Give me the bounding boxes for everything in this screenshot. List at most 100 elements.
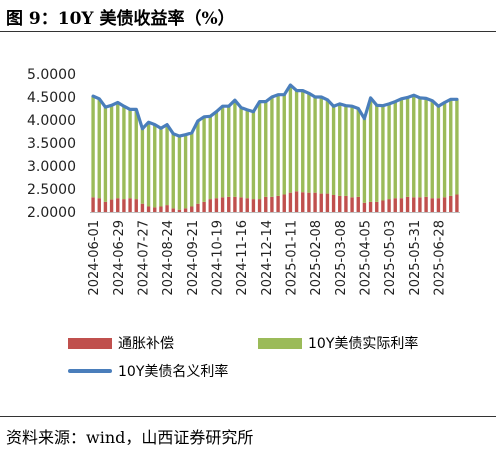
bar-real-rate	[183, 134, 188, 209]
bar-breakeven	[134, 199, 138, 212]
bar-real-rate	[282, 94, 286, 195]
bar-real-rate	[233, 100, 237, 197]
bar-breakeven	[202, 201, 206, 212]
bar-real-rate	[153, 124, 157, 208]
bar-real-rate	[412, 95, 416, 198]
bar-real-rate	[177, 136, 182, 210]
bar-breakeven	[227, 196, 231, 212]
bar-breakeven	[177, 209, 182, 212]
bar-breakeven	[97, 198, 101, 212]
x-tick-label: 2025-03-08	[334, 220, 349, 296]
bar-real-rate	[116, 102, 120, 199]
bar-breakeven	[214, 198, 219, 212]
bar-breakeven	[282, 194, 286, 212]
y-tick-label: 5.0000	[27, 67, 76, 83]
bar-real-rate	[442, 102, 447, 198]
bar-real-rate	[276, 94, 280, 196]
bar-breakeven	[356, 196, 360, 212]
y-tick-label: 3.5000	[27, 136, 76, 152]
bar-real-rate	[387, 103, 391, 200]
source-divider	[0, 416, 496, 417]
bar-real-rate	[356, 108, 360, 197]
bar-breakeven	[418, 197, 422, 212]
bar-real-rate	[202, 116, 206, 202]
bar-real-rate	[362, 118, 367, 203]
y-tick-label: 2.0000	[27, 205, 76, 221]
bar-real-rate	[294, 90, 299, 192]
bar-breakeven	[239, 197, 243, 212]
bar-real-rate	[190, 132, 194, 207]
bar-real-rate	[455, 99, 459, 195]
bar-breakeven	[245, 198, 249, 212]
bar-breakeven	[140, 203, 145, 212]
bar-real-rate	[128, 109, 132, 199]
bar-real-rate	[257, 101, 262, 200]
source-note: 资料来源：wind，山西证券研究所	[6, 428, 254, 447]
bar-real-rate	[97, 98, 101, 199]
legend-breakeven-label: 通胀补偿	[118, 336, 174, 352]
bar-real-rate	[245, 109, 249, 199]
bar-breakeven	[109, 199, 114, 212]
bar-breakeven	[381, 200, 385, 212]
bar-breakeven	[350, 197, 354, 212]
bar-breakeven	[307, 192, 311, 212]
y-tick-label: 4.0000	[27, 113, 76, 129]
bar-real-rate	[208, 116, 212, 200]
bar-real-rate	[344, 105, 348, 196]
x-tick-label: 2024-11-16	[235, 220, 250, 296]
bar-breakeven	[449, 195, 453, 212]
bar-real-rate	[307, 93, 311, 193]
bar-real-rate	[449, 99, 453, 196]
bar-real-rate	[375, 105, 379, 202]
bar-breakeven	[220, 197, 225, 212]
bar-breakeven	[319, 193, 323, 212]
bar-real-rate	[399, 98, 404, 199]
bar-breakeven	[146, 206, 151, 212]
bar-real-rate	[301, 90, 305, 193]
bar-real-rate	[122, 106, 126, 200]
bar-real-rate	[109, 105, 114, 200]
x-tick-label: 2024-08-24	[161, 220, 176, 296]
bar-real-rate	[227, 106, 231, 197]
nominal-yield-line	[91, 83, 459, 138]
bar-breakeven	[165, 205, 169, 212]
bar-breakeven	[251, 199, 256, 212]
bar-breakeven	[128, 198, 132, 212]
line-layer	[91, 83, 459, 138]
bar-breakeven	[387, 199, 391, 212]
x-tick-label: 2025-05-03	[383, 220, 398, 296]
bar-breakeven	[288, 192, 293, 212]
bar-breakeven	[375, 201, 379, 212]
bar-real-rate	[270, 97, 274, 197]
legend-nominal-label: 10Y美债名义利率	[118, 364, 229, 380]
bar-breakeven	[257, 199, 262, 212]
bar-real-rate	[338, 103, 342, 196]
bar-breakeven	[159, 206, 163, 212]
bar-breakeven	[183, 208, 188, 212]
legend-nominal-swatch	[68, 369, 112, 373]
legend-real-label: 10Y美债实际利率	[308, 336, 419, 352]
bar-breakeven	[196, 203, 200, 212]
bar-real-rate	[424, 98, 428, 197]
bar-real-rate	[146, 122, 151, 207]
legend-breakeven-swatch	[68, 337, 112, 349]
x-tick-label: 2024-07-27	[136, 220, 151, 296]
bar-real-rate	[159, 128, 163, 207]
bar-breakeven	[122, 199, 126, 212]
bar-real-rate	[165, 124, 169, 206]
x-tick-label: 2025-06-28	[432, 220, 447, 296]
legend-breakeven: 通胀补偿	[68, 333, 174, 353]
y-tick-label: 4.5000	[27, 90, 76, 106]
bar-breakeven	[393, 198, 397, 212]
bar-real-rate	[214, 111, 219, 199]
x-tick-label: 2024-06-01	[87, 220, 102, 296]
x-tick-label: 2025-01-11	[284, 220, 299, 296]
bar-real-rate	[325, 99, 330, 194]
bar-real-rate	[350, 106, 354, 198]
bar-real-rate	[251, 111, 256, 200]
bar-breakeven	[424, 196, 428, 212]
figure-title: 图 9：10Y 美债收益率（%）	[6, 9, 235, 29]
bar-breakeven	[331, 194, 336, 212]
bar-real-rate	[288, 85, 293, 193]
y-axis: 2.0000 2.5000 3.0000 3.5000 4.0000 4.5000 5.00…	[27, 67, 76, 221]
